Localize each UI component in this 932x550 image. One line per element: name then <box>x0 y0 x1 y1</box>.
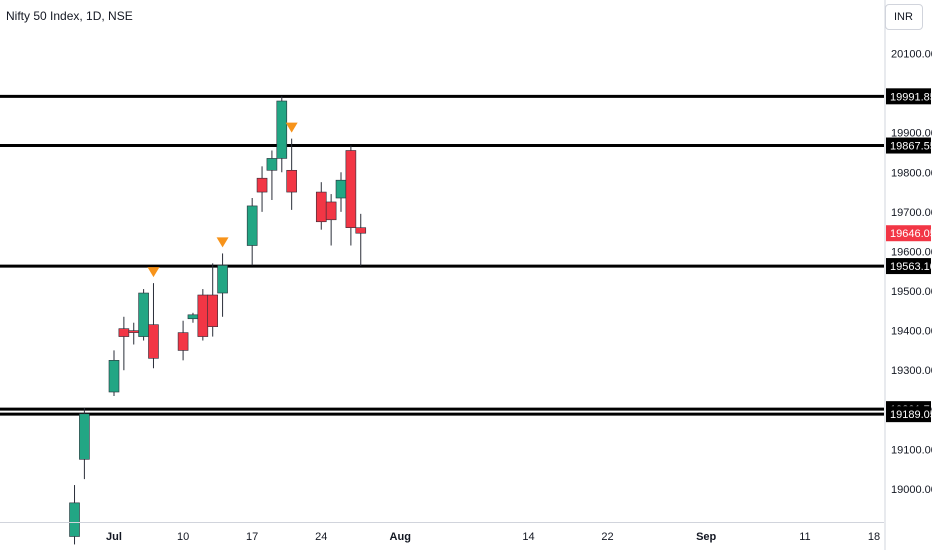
level-price-label-bg <box>886 406 931 423</box>
level-price-label: 19867.55 <box>890 141 932 153</box>
currency-button[interactable]: INR <box>885 4 923 30</box>
price-tick-label: 19700.00 <box>891 207 932 219</box>
horizontal-levels <box>0 94 884 416</box>
candle-body <box>177 332 189 351</box>
candle <box>69 485 80 545</box>
date-tick-label: 14 <box>522 531 534 543</box>
candle-body <box>266 158 278 171</box>
candle-body <box>335 179 347 199</box>
candle <box>276 96 288 173</box>
signal-markers <box>147 122 298 278</box>
candle <box>256 166 268 212</box>
level-price-label: 19991.85 <box>890 91 932 103</box>
level-price-label-bg <box>886 88 931 105</box>
candle-body <box>128 330 140 333</box>
candle <box>187 312 199 323</box>
level-price-label-bg <box>886 258 931 275</box>
price-tick-label: 19400.00 <box>891 326 932 338</box>
candle-body <box>355 227 367 234</box>
candle <box>355 213 367 267</box>
candle-body <box>118 328 130 337</box>
candle <box>207 263 218 337</box>
level-price-label: 19563.10 <box>890 261 932 273</box>
price-tick-label: 19900.00 <box>891 128 932 140</box>
price-tick-label: 19000.00 <box>891 484 932 496</box>
candle <box>118 316 130 371</box>
candle-body <box>217 265 228 294</box>
signal-marker-triangle <box>216 237 229 248</box>
candle <box>335 172 347 212</box>
candle <box>345 145 357 246</box>
price-axis[interactable]: 19000.0019100.0019200.0019300.0019400.00… <box>884 0 932 550</box>
candle-body <box>207 294 218 327</box>
candle <box>128 322 140 345</box>
candles <box>69 96 367 545</box>
date-tick-label: 11 <box>799 531 810 543</box>
level-price-label-bg <box>886 137 931 154</box>
price-tick-label: 19100.00 <box>891 444 932 456</box>
candle-body <box>286 169 297 193</box>
signal-marker-triangle <box>285 122 298 133</box>
date-tick-label: 24 <box>315 531 327 543</box>
current-price-label-bg <box>886 225 931 242</box>
candle-body <box>138 292 149 337</box>
candle-body <box>148 324 159 359</box>
candle <box>108 350 120 396</box>
candle <box>79 407 90 480</box>
candle <box>266 150 278 200</box>
date-tick-label: 18 <box>868 531 880 543</box>
candle-body <box>197 294 209 337</box>
candle-body <box>108 360 120 393</box>
candle <box>177 320 189 361</box>
candle-body <box>187 314 199 320</box>
candle <box>148 283 159 369</box>
date-tick-label: 22 <box>601 531 613 543</box>
date-tick-label: Jul <box>106 531 122 543</box>
signal-marker-triangle <box>147 267 160 278</box>
candle <box>197 289 209 341</box>
price-tick-label: 19500.00 <box>891 286 932 298</box>
date-tick-label: 17 <box>246 531 258 543</box>
candle-body <box>325 201 337 221</box>
candle-body <box>69 502 80 537</box>
date-tick-label: Sep <box>696 531 716 543</box>
price-tick-label: 19800.00 <box>891 167 932 179</box>
candle-body <box>246 205 258 246</box>
candle-body <box>315 191 327 223</box>
price-tick-label: 19600.00 <box>891 246 932 258</box>
candle <box>217 253 228 317</box>
time-axis[interactable]: Jul 10 17 24 Aug 14 22 Sep 11 18 <box>0 522 884 544</box>
candle <box>325 194 337 246</box>
symbol-title: Nifty 50 Index, 1D, NSE <box>6 9 133 23</box>
level-price-label: 19189.05 <box>890 409 932 421</box>
candle <box>286 138 297 210</box>
date-tick-label: Aug <box>390 531 411 543</box>
price-tick-label: 20100.00 <box>891 49 932 61</box>
candle-body <box>256 177 268 193</box>
candle <box>246 198 258 266</box>
candle <box>138 289 149 341</box>
price-tick-label: 19300.00 <box>891 365 932 377</box>
candle-body <box>276 100 288 159</box>
candle-body <box>345 150 357 228</box>
date-tick-label: 10 <box>177 531 189 543</box>
current-price-label: 19646.05 <box>890 228 932 240</box>
candle <box>315 182 327 230</box>
candle-body <box>79 413 90 460</box>
